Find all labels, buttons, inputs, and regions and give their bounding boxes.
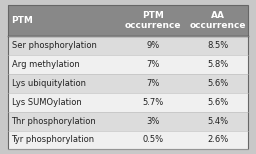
- Text: 5.4%: 5.4%: [208, 117, 229, 126]
- Bar: [8, 74, 248, 93]
- Text: 5.8%: 5.8%: [208, 60, 229, 69]
- Text: Thr phosphorylation: Thr phosphorylation: [12, 117, 96, 126]
- Text: 0.5%: 0.5%: [143, 136, 164, 144]
- Bar: [8, 55, 248, 74]
- Bar: [8, 36, 248, 55]
- Text: 2.6%: 2.6%: [208, 136, 229, 144]
- Text: 3%: 3%: [147, 117, 160, 126]
- Text: 9%: 9%: [147, 41, 160, 50]
- Text: Arg methylation: Arg methylation: [12, 60, 79, 69]
- Text: Lys SUMOylation: Lys SUMOylation: [12, 98, 81, 107]
- Text: PTM: PTM: [12, 16, 33, 25]
- Text: 7%: 7%: [147, 79, 160, 88]
- Text: 5.7%: 5.7%: [143, 98, 164, 107]
- Bar: [8, 131, 248, 149]
- Text: 5.6%: 5.6%: [208, 79, 229, 88]
- Text: 8.5%: 8.5%: [208, 41, 229, 50]
- Bar: [8, 112, 248, 131]
- Text: PTM
occurrence: PTM occurrence: [125, 11, 182, 30]
- Text: Tyr phosphorylation: Tyr phosphorylation: [12, 136, 95, 144]
- Bar: [8, 5, 248, 36]
- Bar: [8, 93, 248, 112]
- Text: Lys ubiquitylation: Lys ubiquitylation: [12, 79, 86, 88]
- Text: 5.6%: 5.6%: [208, 98, 229, 107]
- Text: 7%: 7%: [147, 60, 160, 69]
- Text: AA
occurrence: AA occurrence: [190, 11, 247, 30]
- Text: Ser phosphorylation: Ser phosphorylation: [12, 41, 97, 50]
